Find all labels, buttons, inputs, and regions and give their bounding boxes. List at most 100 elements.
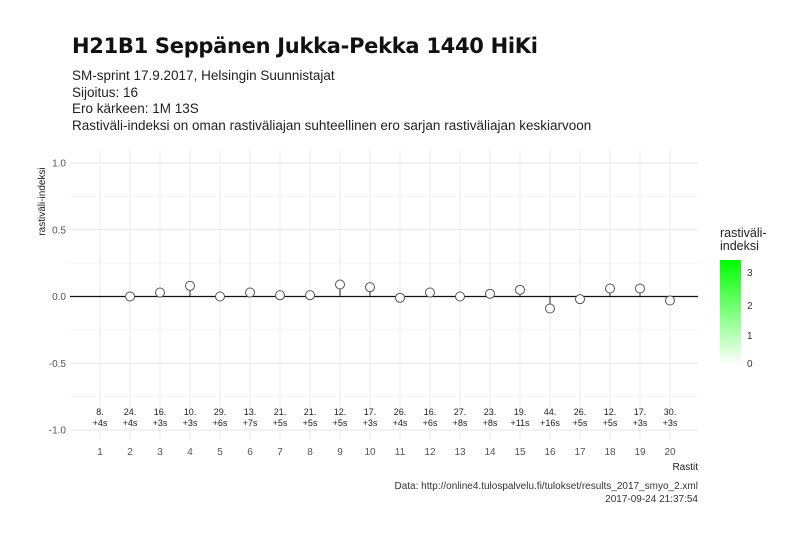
diff-label: +3s (153, 418, 168, 428)
data-point (395, 292, 405, 303)
subtitle-gap: Ero kärkeen: 1M 13S (72, 101, 199, 116)
x-tick-label: 14 (484, 447, 496, 458)
data-point (665, 295, 675, 306)
legend-title: rastiväli- indeksi (720, 227, 800, 253)
legend-tick-0: 0 (747, 359, 753, 370)
chart-footer: Data: http://online4.tulospalvelu.fi/tul… (394, 480, 698, 506)
rank-label: 17. (364, 407, 377, 417)
data-point (455, 291, 465, 302)
data-point (245, 287, 255, 298)
diff-label: +3s (663, 418, 678, 428)
y-axis-label: rastiväli-indeksi (37, 167, 48, 235)
x-tick-label: 2 (127, 447, 133, 458)
data-point (605, 283, 615, 294)
subtitle-rank: Sijoitus: 16 (72, 84, 139, 100)
diff-label: +3s (363, 418, 378, 428)
diff-label: +16s (540, 418, 560, 428)
diff-label: +4s (93, 418, 108, 428)
rank-label: 27. (454, 407, 467, 417)
data-point (425, 287, 435, 298)
grid-lines (70, 150, 698, 440)
data-point (215, 291, 225, 302)
diff-label: +5s (273, 418, 288, 428)
rank-label: 23. (484, 407, 497, 417)
rank-label: 8. (96, 407, 104, 417)
data-point (365, 282, 375, 293)
data-point (275, 290, 285, 301)
rank-label: 12. (334, 407, 347, 417)
x-tick-label: 13 (454, 447, 466, 458)
data-point (575, 294, 585, 305)
rank-label: 24. (124, 407, 137, 417)
legend-title-line-1: rastiväli- (720, 226, 767, 240)
chart-labels: 1.00.50.0-0.5-1.01 2 3 4 5 6 7 8 9 10 11 12 13 14 15 16… (37, 159, 698, 474)
x-tick-label: 3 (157, 447, 163, 458)
y-tick-label: 1.0 (52, 159, 66, 170)
data-source: Data: http://online4.tulospalvelu.fi/tul… (394, 481, 698, 492)
diff-label: +4s (393, 418, 408, 428)
rank-label: 19. (514, 407, 527, 417)
data-point (155, 287, 165, 298)
rank-label: 26. (394, 407, 407, 417)
diff-label: +5s (603, 418, 618, 428)
diff-label: +5s (333, 418, 348, 428)
diff-label: +5s (303, 418, 318, 428)
diff-label: +6s (213, 418, 228, 428)
legend-tick-1: 1 (747, 331, 753, 342)
rank-label: 21. (304, 407, 317, 417)
x-tick-label: 9 (337, 447, 343, 458)
x-tick-label: 17 (574, 447, 586, 458)
x-tick-label: 4 (187, 447, 193, 458)
rank-label: 26. (574, 407, 587, 417)
x-tick-label: 19 (634, 447, 646, 458)
y-tick-label: -0.5 (49, 359, 67, 370)
chart-title: H21B1 Seppänen Jukka-Pekka 1440 HiKi (72, 34, 538, 58)
rank-label: 44. (544, 407, 557, 417)
data-point (125, 291, 135, 302)
diff-label: +3s (183, 418, 198, 428)
rank-label: 16. (154, 407, 167, 417)
y-tick-label: -1.0 (49, 426, 67, 437)
legend-title-line-2: indeksi (720, 239, 759, 253)
y-tick-label: 0.0 (52, 292, 66, 303)
x-tick-label: 5 (217, 447, 223, 458)
rank-label: 21. (274, 407, 287, 417)
plot-background (70, 150, 698, 440)
x-tick-label: 1 (97, 447, 103, 458)
diff-label: +8s (483, 418, 498, 428)
rank-label: 10. (184, 407, 197, 417)
rank-label: 17. (634, 407, 647, 417)
legend-tick-3: 3 (747, 268, 753, 279)
subtitle-event: SM-sprint 17.9.2017, Helsingin Suunnista… (72, 68, 335, 83)
x-tick-label: 15 (514, 447, 526, 458)
x-axis-label: Rastit (672, 462, 698, 473)
diff-label: +3s (633, 418, 648, 428)
data-point (515, 284, 525, 295)
rank-label: 30. (664, 407, 677, 417)
diff-label: +11s (510, 418, 530, 428)
x-tick-label: 12 (424, 447, 436, 458)
chart-marks (125, 279, 675, 314)
diff-label: +6s (423, 418, 438, 428)
data-point (335, 279, 345, 290)
diff-label: +7s (243, 418, 258, 428)
data-point (485, 288, 495, 299)
x-tick-label: 18 (604, 447, 616, 458)
legend-tick-2: 2 (747, 301, 753, 312)
rank-label: 29. (214, 407, 227, 417)
diff-label: +4s (123, 418, 138, 428)
x-tick-label: 20 (664, 447, 676, 458)
data-point (185, 280, 195, 291)
x-tick-label: 10 (364, 447, 376, 458)
timestamp: 2017-09-24 21:37:54 (605, 494, 698, 505)
x-tick-label: 11 (395, 447, 406, 458)
y-tick-label: 0.5 (52, 225, 66, 236)
x-tick-label: 8 (307, 447, 313, 458)
rank-label: 12. (604, 407, 617, 417)
subtitle-description: Rastiväli-indeksi on oman rastiväliajan … (72, 117, 592, 133)
data-point (545, 303, 555, 314)
color-legend: rastiväli- indeksi 3 2 1 0 (720, 227, 800, 370)
diff-label: +5s (573, 418, 588, 428)
legend-gradient-bar (720, 260, 741, 365)
